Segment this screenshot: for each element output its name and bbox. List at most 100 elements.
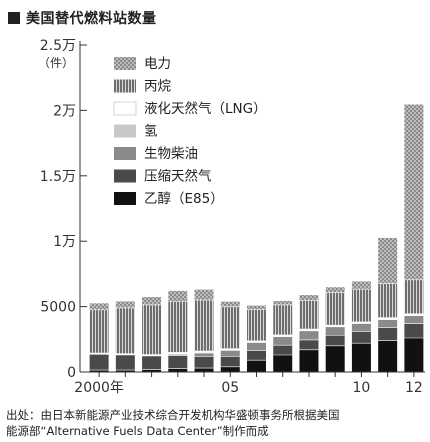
bar-segment [194, 353, 214, 357]
bar-segment [404, 315, 424, 316]
legend-swatch [114, 124, 136, 138]
source-line-2: 能源部“Alternative Fuels Data Center”制作而成 [6, 424, 269, 438]
y-unit-label: （件） [38, 56, 74, 70]
bar-segment [115, 353, 135, 355]
y-tick-label: 1.5万 [40, 169, 76, 185]
bar-segment [220, 306, 240, 349]
source-note: 出处：由日本新能源产业技术综合开发机构华盛顿事务所根据美国 能源部“Altern… [6, 407, 340, 439]
chart-title: 美国替代燃料站数量 [26, 11, 157, 27]
bar-segment [194, 368, 214, 372]
bar-segment [89, 370, 109, 372]
bar-segment [142, 304, 162, 355]
bar-segment [378, 319, 398, 328]
bar-segment [194, 351, 214, 353]
bar-segment [404, 279, 424, 314]
bar-segment [247, 309, 266, 341]
legend-swatch [114, 79, 136, 93]
bar-segment [325, 287, 345, 293]
legend-label: 乙醇（E85） [144, 190, 224, 207]
bar-segment [247, 350, 266, 361]
bar-segment [299, 349, 319, 372]
bar-segment [168, 353, 188, 355]
source-line-1: 出处：由日本新能源产业技术综合开发机构华盛顿事务所根据美国 [6, 408, 340, 422]
bar-segment [273, 300, 293, 305]
bar-segment [273, 354, 293, 372]
bar-segment [89, 309, 109, 354]
bar-segment [273, 304, 293, 335]
bar-segment [299, 295, 319, 301]
bar-segment [220, 366, 240, 372]
bar-segment [299, 300, 319, 330]
bar-segment [220, 301, 240, 307]
legend-label: 生物柴油 [144, 146, 198, 162]
bar-segment [168, 290, 188, 302]
title-marker [8, 12, 20, 24]
bar-segment [325, 326, 345, 336]
title-row: 美国替代燃料站数量 [8, 8, 157, 28]
bar-segment [247, 340, 266, 342]
bar-segment [273, 336, 293, 346]
bar-segment [194, 352, 214, 354]
bar-segment [194, 289, 214, 301]
x-tick-label: 2000年 [74, 380, 124, 396]
x-tick-label: 05 [221, 380, 239, 396]
legend-swatch [114, 57, 136, 70]
bar-segment [378, 327, 398, 341]
x-axis: 2000年 05 10 12 [74, 371, 425, 396]
bar-segment [220, 350, 240, 357]
stacked-bar-chart: 0 5000 1万 1.5万 2万 2.5万 （件） 2000年 05 10 12 电力丙烷液化天… [38, 38, 425, 396]
legend-swatch [113, 101, 137, 116]
bar-segment [142, 369, 162, 372]
bar-segment [142, 355, 162, 370]
bar-segment [194, 300, 214, 352]
bar-segment [115, 301, 135, 308]
y-tick-label: 1万 [53, 234, 76, 250]
bar-segment [115, 370, 135, 372]
bar-segment [299, 339, 319, 350]
bar-segment [404, 323, 424, 338]
bar-segment [115, 354, 135, 371]
legend-label: 液化天然气（LNG） [144, 100, 267, 117]
bar-segment [220, 356, 240, 367]
bar-segment [378, 283, 398, 318]
bar-segment [351, 281, 371, 290]
bar-segment [247, 342, 266, 351]
bar-segment [325, 335, 345, 346]
legend-label: 压缩天然气 [144, 168, 212, 185]
y-tick-label: 2.5万 [40, 38, 76, 54]
bar-segment [404, 337, 424, 372]
bar-segment [325, 345, 345, 372]
bar-segment [273, 334, 293, 337]
bar-segment [351, 322, 371, 324]
bar-segment [378, 237, 398, 284]
bar-segment [247, 341, 266, 343]
bar-segment [378, 317, 398, 320]
y-tick-label: 2万 [53, 103, 76, 119]
bar-segment [247, 360, 266, 372]
bar-segment [299, 330, 319, 331]
bar-segment [378, 319, 398, 320]
bar-segment [168, 352, 188, 354]
bar-segment [325, 326, 345, 327]
bar-segment [351, 289, 371, 322]
bar-segment [89, 303, 109, 310]
legend-label: 氢 [144, 124, 158, 140]
legend-swatch [114, 192, 136, 205]
bar-segment [194, 356, 214, 369]
bar-segment [325, 292, 345, 326]
bar-segment [325, 325, 345, 327]
bar-segment [115, 307, 135, 354]
bar-segment [247, 305, 266, 310]
legend-label: 电力 [144, 56, 171, 72]
x-tick-label: 10 [353, 380, 371, 396]
bar-segment [351, 323, 371, 332]
bar-segment [273, 345, 293, 355]
bar-segment [351, 343, 371, 372]
bar-segment [404, 315, 424, 324]
legend-swatch [114, 169, 136, 183]
y-axis: 0 5000 1万 1.5万 2万 2.5万 （件） [38, 38, 87, 381]
bar-segment [299, 330, 319, 340]
bar-segment [168, 354, 188, 356]
bar-segment [142, 354, 162, 356]
